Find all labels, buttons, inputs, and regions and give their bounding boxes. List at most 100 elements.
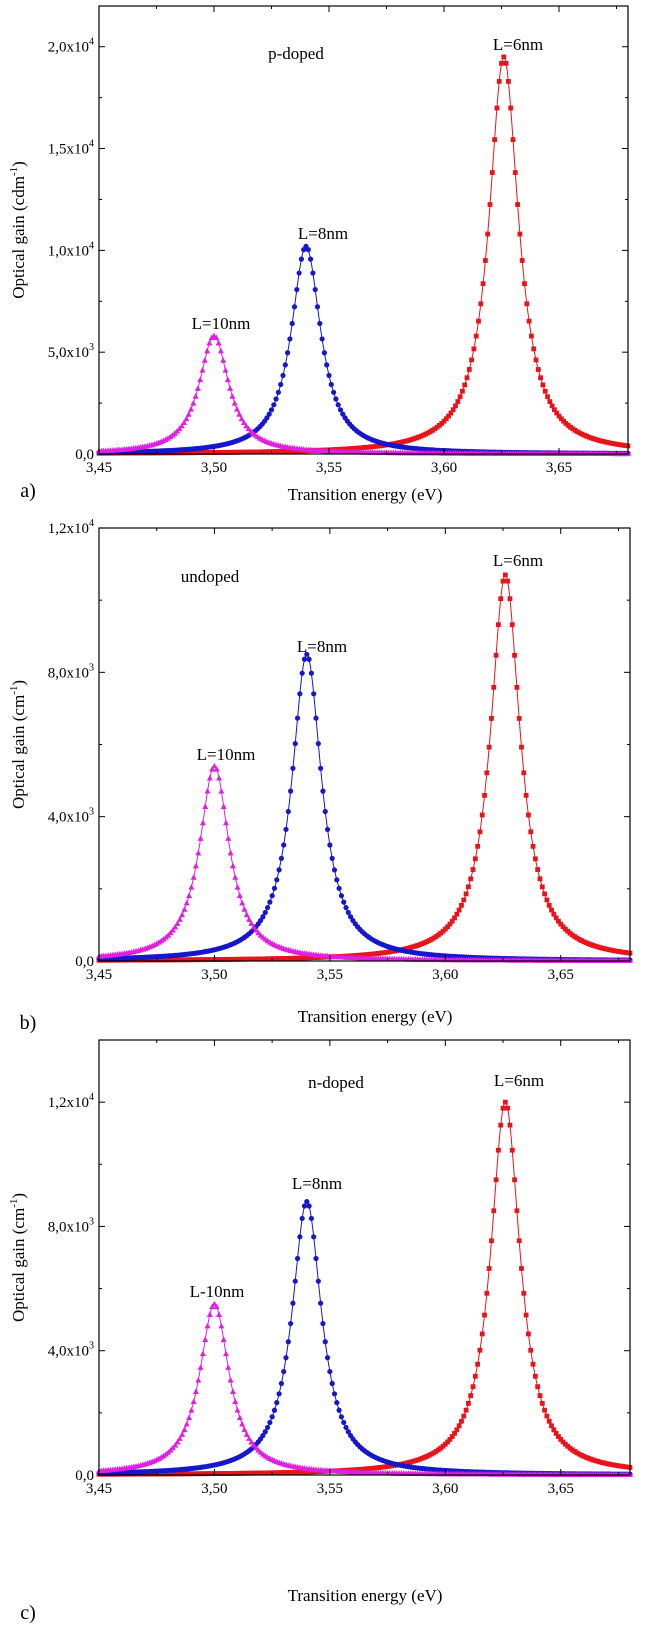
data-point <box>311 1234 317 1240</box>
data-point <box>313 715 319 721</box>
y-tick-label: 5,0x103 <box>48 342 94 361</box>
data-point <box>465 1401 471 1406</box>
data-point <box>468 876 474 882</box>
data-point <box>482 792 487 798</box>
data-point <box>465 884 471 890</box>
data-point <box>281 842 287 848</box>
data-point <box>222 819 229 826</box>
data-point <box>283 1355 289 1361</box>
data-point <box>297 691 303 697</box>
data-point <box>181 419 188 426</box>
peak-annotation: L=10nm <box>197 745 256 764</box>
data-point <box>218 1322 225 1329</box>
data-point <box>197 835 204 841</box>
data-point <box>199 1350 206 1357</box>
data-point <box>266 411 272 417</box>
x-tick-label: 3,60 <box>432 1481 458 1497</box>
data-point <box>204 347 211 354</box>
data-point <box>310 270 316 276</box>
data-point <box>239 1420 246 1427</box>
data-point <box>337 407 344 413</box>
data-point <box>343 905 349 911</box>
data-point <box>301 656 308 662</box>
data-point <box>476 318 481 324</box>
series-line <box>99 574 631 961</box>
data-point <box>304 651 310 657</box>
data-point <box>539 1401 545 1406</box>
data-point <box>538 375 543 381</box>
data-point <box>190 874 197 880</box>
data-point <box>460 388 465 394</box>
data-point <box>508 105 514 111</box>
x-tick-label: 3,60 <box>431 460 457 476</box>
data-point <box>318 1300 324 1306</box>
data-point <box>515 202 520 207</box>
data-point <box>453 403 458 409</box>
data-point <box>240 419 247 426</box>
data-point <box>172 1441 179 1448</box>
x-tick-label: 3,65 <box>548 1481 574 1497</box>
data-point <box>556 413 562 419</box>
data-point <box>269 893 275 899</box>
data-point <box>291 304 298 310</box>
data-point <box>220 1336 227 1342</box>
data-point <box>456 1423 462 1429</box>
x-tick-label: 3,45 <box>86 967 112 983</box>
data-point <box>463 891 469 897</box>
data-point <box>470 1384 476 1390</box>
data-point <box>185 411 192 417</box>
data-point <box>243 911 250 918</box>
data-point <box>514 684 520 690</box>
data-point <box>186 1414 193 1421</box>
data-point <box>544 897 550 903</box>
data-point <box>450 407 456 413</box>
data-point <box>199 819 206 826</box>
data-point <box>236 892 243 899</box>
data-point <box>250 923 257 930</box>
data-point <box>236 1414 243 1421</box>
data-point <box>231 400 238 406</box>
data-point <box>507 596 513 602</box>
data-point <box>202 1336 209 1342</box>
peak-annotation: L=8nm <box>297 637 347 656</box>
data-point <box>312 286 318 293</box>
data-point <box>216 1311 223 1317</box>
data-point <box>512 652 517 658</box>
data-point <box>532 856 538 862</box>
data-point <box>528 829 534 835</box>
data-point <box>314 304 321 310</box>
y-tick-label: 1,2x104 <box>48 518 94 537</box>
data-point <box>229 862 236 869</box>
plot-frame <box>98 1039 631 1476</box>
data-point <box>546 1418 552 1424</box>
data-point <box>158 1454 165 1460</box>
data-point <box>227 385 234 391</box>
data-point <box>334 1400 340 1406</box>
series-L=8nm <box>96 1198 633 1477</box>
data-point <box>507 1122 513 1128</box>
data-point <box>327 1368 333 1375</box>
data-point <box>234 406 240 412</box>
data-point <box>445 1439 451 1445</box>
panel-title: undoped <box>181 567 240 586</box>
y-axis-label: Optical gain (cm-1) <box>8 680 28 809</box>
data-point <box>544 1413 550 1419</box>
data-point <box>491 1208 497 1214</box>
data-point <box>299 670 305 676</box>
data-point <box>229 1388 236 1395</box>
data-point <box>477 1347 483 1353</box>
data-point <box>558 1436 564 1442</box>
y-tick-label: 1,0x104 <box>48 240 94 259</box>
data-point <box>234 883 241 890</box>
y-tick-label: 4,0x103 <box>48 1341 94 1360</box>
data-point <box>183 415 190 422</box>
data-point <box>232 874 239 880</box>
data-point <box>535 367 541 372</box>
data-point <box>501 54 507 60</box>
data-point <box>551 1427 557 1433</box>
data-point <box>530 843 536 849</box>
data-point <box>248 920 255 926</box>
data-point <box>338 893 345 899</box>
data-point <box>222 1350 229 1357</box>
series-line <box>98 245 629 454</box>
